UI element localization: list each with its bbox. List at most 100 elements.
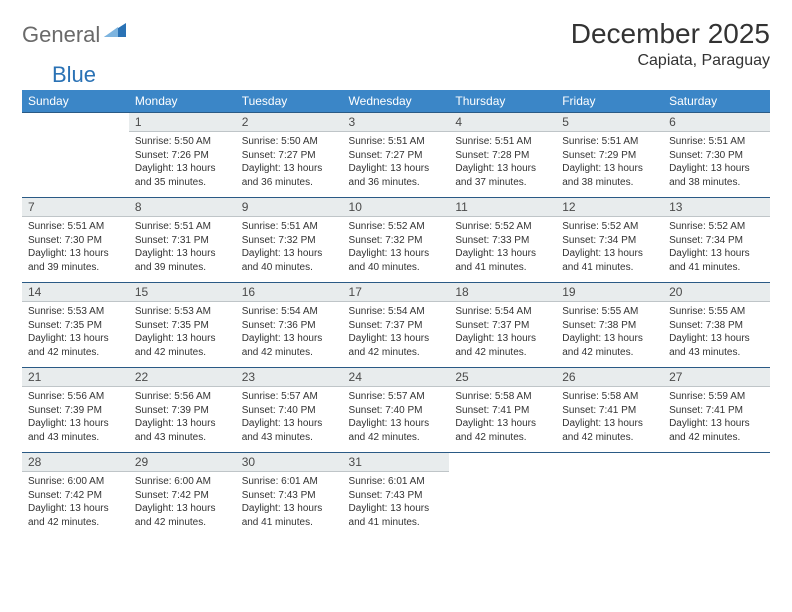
day-number-cell: 9	[236, 198, 343, 217]
day-detail-cell: Sunrise: 6:00 AMSunset: 7:42 PMDaylight:…	[129, 472, 236, 538]
day-number-cell: 17	[343, 283, 450, 302]
day-number-cell: 22	[129, 368, 236, 387]
calendar-page: General December 2025 Capiata, Paraguay …	[0, 0, 792, 555]
day-detail-cell: Sunrise: 5:51 AMSunset: 7:29 PMDaylight:…	[556, 132, 663, 198]
day-number-cell	[663, 453, 770, 472]
day-number-cell: 12	[556, 198, 663, 217]
day-detail-cell: Sunrise: 5:56 AMSunset: 7:39 PMDaylight:…	[22, 387, 129, 453]
day-detail-cell: Sunrise: 5:51 AMSunset: 7:30 PMDaylight:…	[663, 132, 770, 198]
day-number-cell: 30	[236, 453, 343, 472]
day-number-cell: 31	[343, 453, 450, 472]
day-number-cell: 14	[22, 283, 129, 302]
day-number-cell: 20	[663, 283, 770, 302]
day-detail-cell: Sunrise: 5:50 AMSunset: 7:26 PMDaylight:…	[129, 132, 236, 198]
day-number-cell	[449, 453, 556, 472]
day-number-cell	[556, 453, 663, 472]
day-number-cell: 11	[449, 198, 556, 217]
day-detail-cell: Sunrise: 5:58 AMSunset: 7:41 PMDaylight:…	[556, 387, 663, 453]
day-number-cell: 10	[343, 198, 450, 217]
day-number-cell: 23	[236, 368, 343, 387]
dow-sun: Sunday	[22, 90, 129, 113]
day-detail-cell: Sunrise: 5:55 AMSunset: 7:38 PMDaylight:…	[663, 302, 770, 368]
day-detail-cell: Sunrise: 6:01 AMSunset: 7:43 PMDaylight:…	[236, 472, 343, 538]
day-number-cell: 13	[663, 198, 770, 217]
day-number-cell: 28	[22, 453, 129, 472]
day-detail-cell: Sunrise: 5:58 AMSunset: 7:41 PMDaylight:…	[449, 387, 556, 453]
day-detail-cell	[556, 472, 663, 538]
day-number-cell: 8	[129, 198, 236, 217]
day-detail-row: Sunrise: 5:53 AMSunset: 7:35 PMDaylight:…	[22, 302, 770, 368]
day-detail-cell: Sunrise: 5:54 AMSunset: 7:37 PMDaylight:…	[343, 302, 450, 368]
day-detail-cell: Sunrise: 5:59 AMSunset: 7:41 PMDaylight:…	[663, 387, 770, 453]
dow-mon: Monday	[129, 90, 236, 113]
day-detail-cell: Sunrise: 5:52 AMSunset: 7:33 PMDaylight:…	[449, 217, 556, 283]
day-number-row: 78910111213	[22, 198, 770, 217]
day-detail-cell	[663, 472, 770, 538]
day-number-cell: 4	[449, 113, 556, 132]
day-number-cell: 7	[22, 198, 129, 217]
day-number-cell: 19	[556, 283, 663, 302]
day-detail-cell: Sunrise: 5:50 AMSunset: 7:27 PMDaylight:…	[236, 132, 343, 198]
calendar-body: 123456Sunrise: 5:50 AMSunset: 7:26 PMDay…	[22, 113, 770, 538]
day-number-cell: 2	[236, 113, 343, 132]
day-number-row: 28293031	[22, 453, 770, 472]
day-detail-cell	[22, 132, 129, 198]
day-detail-cell: Sunrise: 5:51 AMSunset: 7:31 PMDaylight:…	[129, 217, 236, 283]
location-label: Capiata, Paraguay	[571, 52, 770, 70]
day-number-cell: 5	[556, 113, 663, 132]
dow-fri: Friday	[556, 90, 663, 113]
day-detail-cell: Sunrise: 6:00 AMSunset: 7:42 PMDaylight:…	[22, 472, 129, 538]
day-number-cell: 15	[129, 283, 236, 302]
day-detail-cell: Sunrise: 5:57 AMSunset: 7:40 PMDaylight:…	[343, 387, 450, 453]
dow-row: Sunday Monday Tuesday Wednesday Thursday…	[22, 90, 770, 113]
day-detail-cell	[449, 472, 556, 538]
title-block: December 2025 Capiata, Paraguay	[571, 18, 770, 70]
day-number-cell: 26	[556, 368, 663, 387]
day-detail-cell: Sunrise: 5:51 AMSunset: 7:32 PMDaylight:…	[236, 217, 343, 283]
day-detail-cell: Sunrise: 5:57 AMSunset: 7:40 PMDaylight:…	[236, 387, 343, 453]
day-number-cell: 1	[129, 113, 236, 132]
day-number-cell: 3	[343, 113, 450, 132]
month-title: December 2025	[571, 18, 770, 50]
day-detail-row: Sunrise: 5:50 AMSunset: 7:26 PMDaylight:…	[22, 132, 770, 198]
day-detail-cell: Sunrise: 5:53 AMSunset: 7:35 PMDaylight:…	[22, 302, 129, 368]
day-detail-cell: Sunrise: 5:52 AMSunset: 7:32 PMDaylight:…	[343, 217, 450, 283]
day-detail-cell: Sunrise: 5:52 AMSunset: 7:34 PMDaylight:…	[663, 217, 770, 283]
day-number-cell: 6	[663, 113, 770, 132]
day-number-cell	[22, 113, 129, 132]
calendar-table: Sunday Monday Tuesday Wednesday Thursday…	[22, 90, 770, 537]
day-detail-cell: Sunrise: 5:53 AMSunset: 7:35 PMDaylight:…	[129, 302, 236, 368]
day-detail-row: Sunrise: 5:51 AMSunset: 7:30 PMDaylight:…	[22, 217, 770, 283]
brand-logo: General	[22, 22, 128, 48]
day-number-row: 21222324252627	[22, 368, 770, 387]
day-number-cell: 18	[449, 283, 556, 302]
day-detail-cell: Sunrise: 5:54 AMSunset: 7:37 PMDaylight:…	[449, 302, 556, 368]
brand-part1: General	[22, 22, 100, 48]
dow-wed: Wednesday	[343, 90, 450, 113]
day-number-row: 123456	[22, 113, 770, 132]
page-header: General December 2025 Capiata, Paraguay	[22, 18, 770, 70]
day-number-cell: 24	[343, 368, 450, 387]
brand-part2: Blue	[52, 62, 96, 87]
day-number-cell: 16	[236, 283, 343, 302]
day-detail-cell: Sunrise: 5:54 AMSunset: 7:36 PMDaylight:…	[236, 302, 343, 368]
day-number-cell: 27	[663, 368, 770, 387]
dow-thu: Thursday	[449, 90, 556, 113]
day-detail-cell: Sunrise: 5:51 AMSunset: 7:30 PMDaylight:…	[22, 217, 129, 283]
day-detail-cell: Sunrise: 5:51 AMSunset: 7:27 PMDaylight:…	[343, 132, 450, 198]
day-detail-cell: Sunrise: 5:55 AMSunset: 7:38 PMDaylight:…	[556, 302, 663, 368]
brand-triangle-icon	[104, 21, 126, 42]
day-detail-row: Sunrise: 6:00 AMSunset: 7:42 PMDaylight:…	[22, 472, 770, 538]
day-detail-row: Sunrise: 5:56 AMSunset: 7:39 PMDaylight:…	[22, 387, 770, 453]
day-number-cell: 25	[449, 368, 556, 387]
brand-part2-wrap: Blue	[52, 62, 112, 88]
day-detail-cell: Sunrise: 5:51 AMSunset: 7:28 PMDaylight:…	[449, 132, 556, 198]
day-number-cell: 29	[129, 453, 236, 472]
day-number-row: 14151617181920	[22, 283, 770, 302]
dow-sat: Saturday	[663, 90, 770, 113]
day-detail-cell: Sunrise: 5:56 AMSunset: 7:39 PMDaylight:…	[129, 387, 236, 453]
day-detail-cell: Sunrise: 6:01 AMSunset: 7:43 PMDaylight:…	[343, 472, 450, 538]
day-number-cell: 21	[22, 368, 129, 387]
day-detail-cell: Sunrise: 5:52 AMSunset: 7:34 PMDaylight:…	[556, 217, 663, 283]
dow-tue: Tuesday	[236, 90, 343, 113]
